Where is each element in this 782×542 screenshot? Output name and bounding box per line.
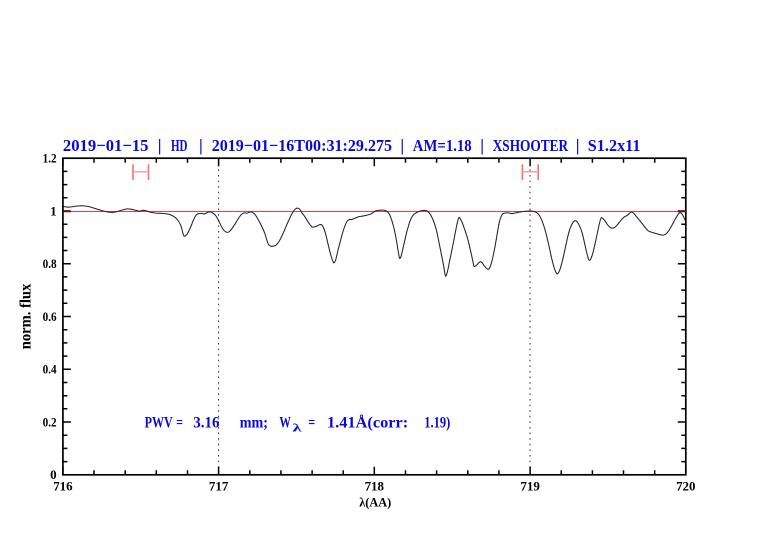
svg-text:1.41Å(corr:: 1.41Å(corr: <box>327 413 408 431</box>
svg-text:PWV: PWV <box>145 414 173 431</box>
svg-text:mm;: mm; <box>240 414 268 431</box>
svg-text:0.6: 0.6 <box>43 309 57 324</box>
svg-text:|: | <box>158 136 162 155</box>
svg-text:0.8: 0.8 <box>43 256 57 271</box>
svg-text:norm. flux: norm. flux <box>18 284 35 350</box>
svg-text:718: 718 <box>365 478 385 493</box>
svg-text:|: | <box>576 136 580 155</box>
svg-text:W: W <box>279 414 291 431</box>
svg-text:1.19): 1.19) <box>424 414 450 431</box>
svg-text:0.4: 0.4 <box>43 362 57 377</box>
svg-text:=: = <box>308 414 315 431</box>
svg-text:717: 717 <box>209 478 229 493</box>
svg-text:2019−01−15: 2019−01−15 <box>63 136 149 155</box>
svg-text:2019−01−16T00:31:29.275: 2019−01−16T00:31:29.275 <box>212 136 392 155</box>
svg-text:1.2: 1.2 <box>43 151 57 166</box>
svg-text:λ: λ <box>293 420 302 434</box>
svg-text:AM=1.18: AM=1.18 <box>413 136 472 155</box>
svg-text:HD: HD <box>171 136 188 155</box>
svg-text:0: 0 <box>50 467 57 482</box>
svg-text:λ(AA): λ(AA) <box>359 495 391 510</box>
svg-text:3.16: 3.16 <box>193 414 219 431</box>
svg-text:1: 1 <box>50 203 57 218</box>
svg-text:|: | <box>199 136 203 155</box>
svg-text:0.2: 0.2 <box>43 414 57 429</box>
svg-text:XSHOOTER: XSHOOTER <box>493 136 569 155</box>
svg-text:716: 716 <box>53 478 73 493</box>
svg-text:720: 720 <box>676 478 695 493</box>
svg-text:719: 719 <box>520 478 540 493</box>
svg-text:|: | <box>400 136 404 155</box>
svg-text:|: | <box>480 136 484 155</box>
svg-text:=: = <box>176 414 183 431</box>
svg-text:S1.2x11: S1.2x11 <box>588 136 641 155</box>
